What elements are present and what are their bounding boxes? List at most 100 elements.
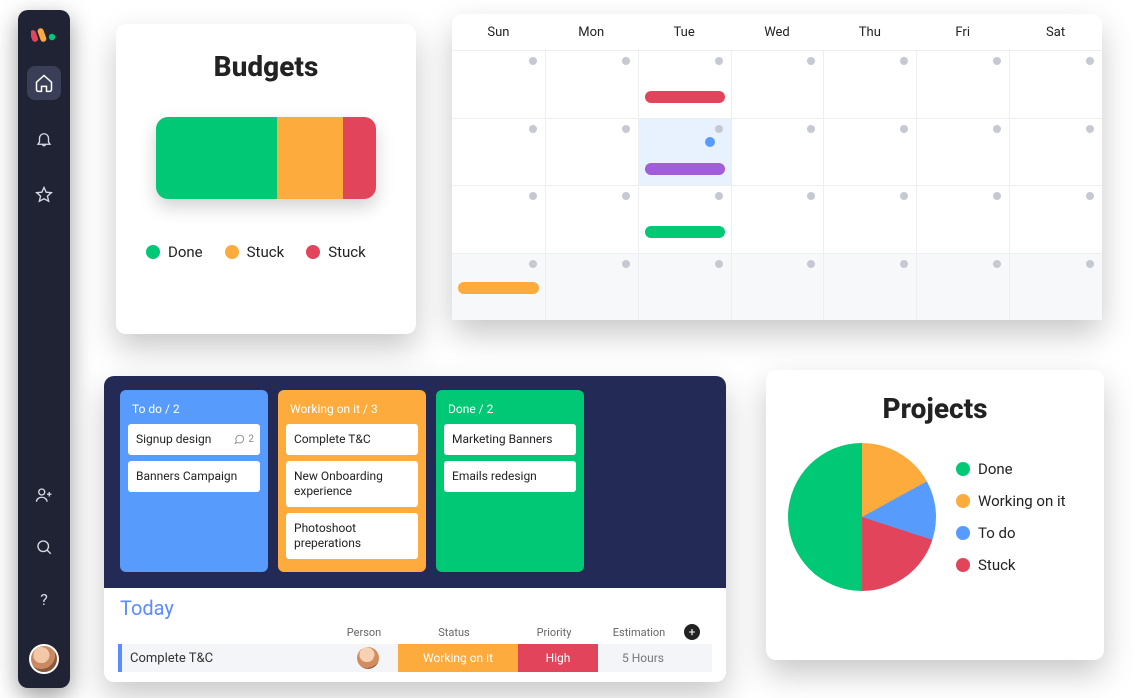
avatar[interactable] (29, 644, 59, 674)
calendar-cell[interactable] (823, 118, 916, 186)
today-header: PersonStatusPriorityEstimation+ (118, 624, 712, 640)
calendar-card: SunMonTueWedThuFriSat (452, 14, 1102, 320)
kanban-card-item[interactable]: New Onboarding experience (286, 461, 418, 507)
calendar-cell[interactable] (731, 253, 824, 321)
calendar-event-dot[interactable] (705, 137, 715, 147)
calendar-cell-dot (807, 260, 815, 268)
add-row-cell: + (684, 624, 708, 640)
legend-label: Done (168, 243, 203, 261)
kanban-card-item[interactable]: Signup design2 (128, 424, 260, 455)
calendar-cell[interactable] (638, 253, 731, 321)
projects-card: Projects DoneWorking on itTo doStuck (766, 370, 1104, 660)
calendar-cell[interactable] (545, 253, 638, 321)
today-estimation[interactable]: 5 Hours (598, 644, 688, 672)
calendar-cell[interactable] (916, 185, 1009, 253)
person-avatar (357, 647, 379, 669)
budget-bar (156, 117, 376, 199)
search-icon[interactable] (27, 530, 61, 564)
calendar-cell[interactable] (452, 253, 545, 321)
kanban-card-item[interactable]: Marketing Banners (444, 424, 576, 455)
sidebar: ? (18, 10, 70, 688)
calendar-cell[interactable] (823, 50, 916, 118)
today-priority[interactable]: High (518, 644, 598, 672)
calendar-cell-dot (993, 260, 1001, 268)
calendar-event[interactable] (458, 282, 539, 294)
today-row-end (688, 644, 712, 672)
legend-item: Done (146, 243, 203, 261)
calendar-cell-dot (1086, 260, 1094, 268)
kanban-card: To do / 2Signup design2Banners CampaignW… (104, 376, 726, 682)
calendar-cell-dot (1086, 192, 1094, 200)
calendar-day-header: Wed (731, 14, 824, 50)
calendar-cell[interactable] (638, 118, 731, 186)
calendar-event[interactable] (645, 163, 725, 175)
calendar-cell[interactable] (452, 50, 545, 118)
legend-label: Stuck (247, 243, 285, 261)
star-icon[interactable] (27, 178, 61, 212)
calendar-day-header: Tue (638, 14, 731, 50)
bell-icon[interactable] (27, 122, 61, 156)
calendar-cell[interactable] (731, 118, 824, 186)
add-row-icon[interactable]: + (684, 624, 700, 640)
calendar-day-header: Thu (823, 14, 916, 50)
calendar-cell[interactable] (638, 185, 731, 253)
legend-label: To do (978, 524, 1016, 542)
today-status[interactable]: Working on it (398, 644, 518, 672)
calendar-event[interactable] (645, 91, 725, 103)
legend-label: Stuck (978, 556, 1016, 574)
legend-item: Stuck (956, 556, 1066, 574)
legend-label: Stuck (328, 243, 366, 261)
calendar-cell[interactable] (545, 185, 638, 253)
calendar-cell[interactable] (731, 50, 824, 118)
calendar-cell[interactable] (916, 253, 1009, 321)
legend-dot (956, 494, 970, 508)
calendar-cell[interactable] (452, 118, 545, 186)
legend-dot (956, 462, 970, 476)
help-icon[interactable]: ? (27, 582, 61, 616)
calendar-cell[interactable] (638, 50, 731, 118)
calendar-day-header: Sat (1009, 14, 1102, 50)
calendar-cell[interactable] (1009, 50, 1102, 118)
calendar-cell-dot (715, 125, 723, 133)
calendar-cell-dot (807, 192, 815, 200)
legend-item: Working on it (956, 492, 1066, 510)
home-icon[interactable] (27, 66, 61, 100)
today-header-cell: Priority (514, 626, 594, 639)
add-user-icon[interactable] (27, 478, 61, 512)
calendar-cell-dot (993, 125, 1001, 133)
legend-label: Done (978, 460, 1013, 478)
calendar-cell-dot (622, 192, 630, 200)
calendar-cell-dot (622, 57, 630, 65)
calendar-cell[interactable] (452, 185, 545, 253)
budget-segment (343, 117, 376, 199)
calendar-cell[interactable] (1009, 118, 1102, 186)
calendar-cell[interactable] (823, 253, 916, 321)
calendar-event[interactable] (645, 226, 725, 238)
calendar-cell-dot (529, 260, 537, 268)
kanban-card-item[interactable]: Photoshoot preperations (286, 513, 418, 559)
kanban-card-item[interactable]: Emails redesign (444, 461, 576, 492)
calendar-cell[interactable] (545, 118, 638, 186)
calendar-cell-dot (715, 192, 723, 200)
legend-dot (225, 245, 239, 259)
calendar-day-header: Fri (916, 14, 1009, 50)
calendar-cell[interactable] (1009, 185, 1102, 253)
calendar-cell[interactable] (916, 50, 1009, 118)
logo (31, 24, 57, 46)
today-task-name[interactable]: Complete T&C (118, 644, 338, 672)
calendar-cell[interactable] (823, 185, 916, 253)
comment-count: 2 (234, 433, 254, 446)
today-row[interactable]: Complete T&C Working on it High 5 Hours (118, 644, 712, 672)
calendar-cell[interactable] (916, 118, 1009, 186)
budget-segment (156, 117, 277, 199)
kanban-card-item[interactable]: Complete T&C (286, 424, 418, 455)
budgets-title: Budgets (142, 50, 390, 83)
calendar-cell[interactable] (731, 185, 824, 253)
calendar-cell[interactable] (545, 50, 638, 118)
calendar-body (452, 50, 1102, 320)
kanban-column-title: Working on it / 3 (286, 398, 418, 424)
today-person[interactable] (338, 644, 398, 672)
calendar-cell[interactable] (1009, 253, 1102, 321)
kanban-card-item[interactable]: Banners Campaign (128, 461, 260, 492)
legend-dot (146, 245, 160, 259)
